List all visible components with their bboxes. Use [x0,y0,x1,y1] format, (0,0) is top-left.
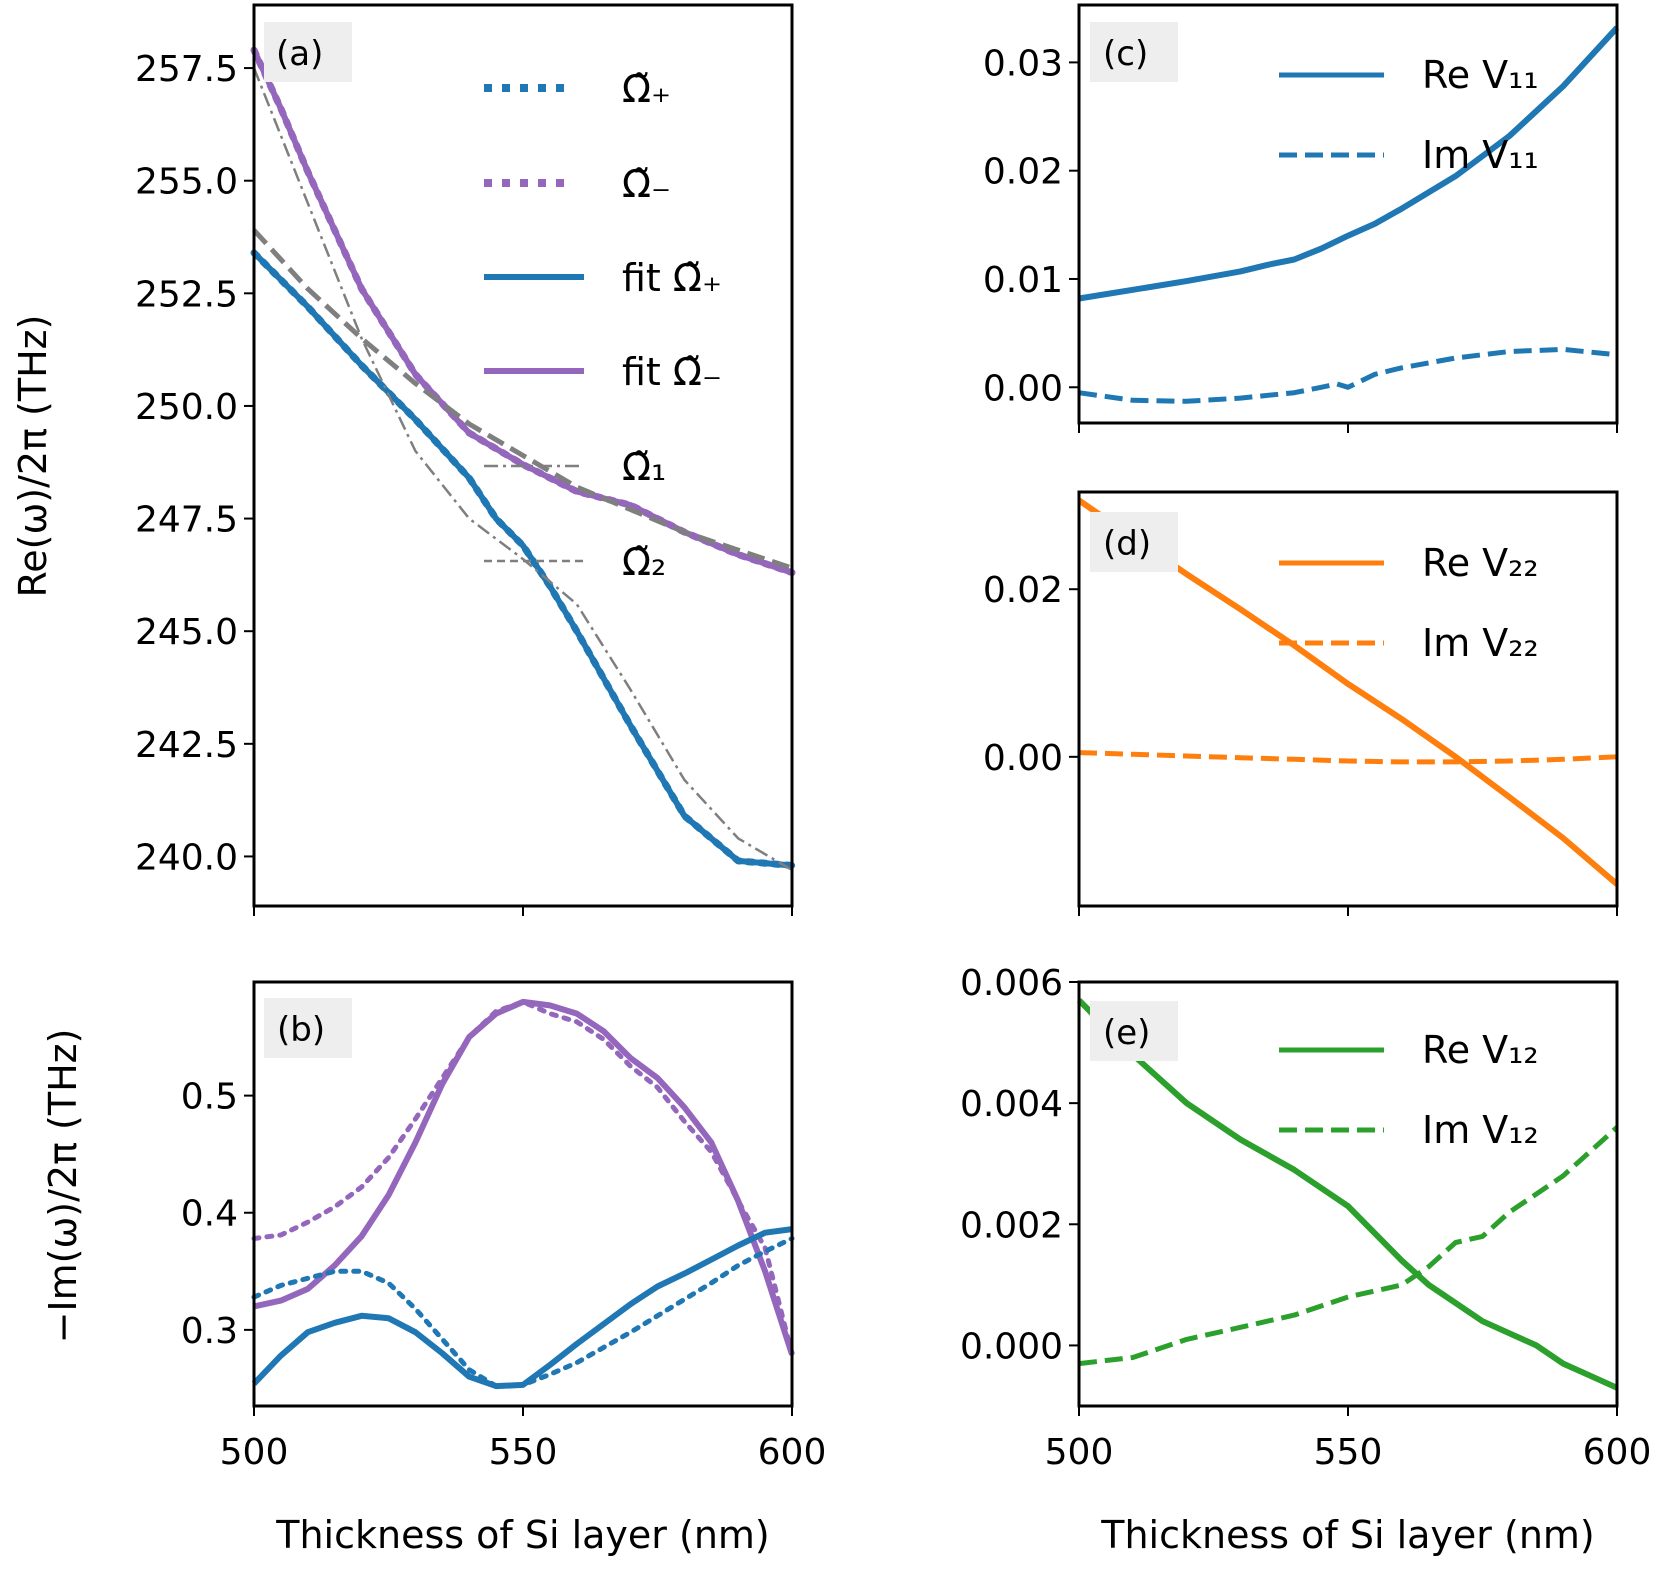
series-c-1 [1078,346,1618,404]
panel-d-label-box [1090,512,1178,572]
ytick-label-c: 0.00 [983,368,1063,409]
xtick-label-e: 500 [1045,1432,1114,1473]
panel-d-legend: Re V₂₂ Im V₂₂ [1279,541,1539,665]
series-a-3 [251,48,793,576]
panel-e-marks [1076,998,1619,1391]
legend-im-v22: Im V₂₂ [1422,621,1539,665]
series-b-0 [251,999,795,1357]
panel-c-label-box [1090,22,1178,82]
panel-a-ylabel: Re(ω)/2π (THz) [11,315,55,598]
series-d-1 [1078,750,1618,765]
panel-d-label: (d) [1103,524,1151,564]
series-e-1 [1078,1125,1619,1367]
ytick-label-b: 0.5 [181,1077,238,1118]
panel-e-legend: Re V₁₂ Im V₁₂ [1279,1028,1539,1152]
series-e-0 [1076,998,1619,1391]
series-c-0 [1078,25,1620,302]
panel-a-marks [250,46,796,872]
panel-b-xlabel: Thickness of Si layer (nm) [275,1513,770,1557]
panel-c-marks [1078,25,1620,404]
series-a-2 [251,250,793,869]
legend-im-v11: Im V₁₁ [1422,133,1539,177]
panel-c-legend: Re V₁₁ Im V₁₁ [1279,53,1539,177]
panel-b-xticks: 500 550 600 [220,1406,827,1473]
ytick-label-c: 0.01 [983,260,1063,301]
ytick-label-a: 240.0 [135,837,238,878]
panel-a-label-box [264,22,352,82]
panel-b-yticks: 0.3 0.4 0.5 [181,1077,254,1352]
panel-b: (b) 0.30.40.5 500 550 600 −Im(ω)/2π (THz) … [41,980,827,1557]
xtick-label-e: 600 [1583,1432,1652,1473]
panel-c: (c) 0.00 0.01 0.02 0.03 Re V₁₁ Im V₁₁ [983,3,1620,433]
ytick-label-a: 252.5 [135,274,238,315]
ytick-label-d: 0.02 [983,570,1063,611]
series-a-4 [252,67,793,872]
legend-im-v12: Im V₁₂ [1422,1108,1539,1152]
ytick-label-a: 255.0 [135,162,238,203]
series-a-5 [252,228,793,571]
ytick-label-e: 0.002 [960,1205,1063,1246]
ytick-label-e: 0.006 [960,963,1063,1004]
legend-omega-minus: Ω̃₋ [622,162,671,206]
panel-c-yticks: 0.00 0.01 0.02 0.03 [983,43,1079,409]
series-b-1 [253,998,795,1356]
legend-omega-1: Ω̃₁ [622,445,666,489]
panel-a-label: (a) [276,34,323,74]
ytick-label-a: 250.0 [135,387,238,428]
panel-e-xlabel: Thickness of Si layer (nm) [1100,1513,1595,1557]
panel-c-label: (c) [1103,34,1148,74]
panel-d: (d) 0.00 0.02 Re V₂₂ Im V₂₂ [983,490,1619,916]
panel-e-xticks: 500 550 600 [1045,1406,1652,1473]
legend-fit-omega-plus: fit Ω̃₊ [622,256,722,300]
ytick-label-c: 0.03 [983,43,1063,84]
legend-re-v22: Re V₂₂ [1422,541,1539,585]
panel-e-yticks: 0.000 0.002 0.004 0.006 [960,963,1079,1367]
panel-e-label: (e) [1103,1013,1150,1053]
panel-a: (a) 240.0242.5245.0247.5250.0252.5255.02… [11,3,796,916]
xtick-label-e: 550 [1314,1432,1383,1473]
xtick-label-b: 500 [220,1432,289,1473]
legend-fit-omega-minus: fit Ω̃₋ [622,350,722,394]
ytick-label-e: 0.004 [960,1084,1063,1125]
series-b-3 [251,1226,793,1390]
ytick-label-c: 0.02 [983,152,1063,193]
legend-re-v12: Re V₁₂ [1422,1028,1539,1072]
xtick-label-b: 550 [489,1432,558,1473]
panel-b-marks [251,998,795,1390]
panel-b-ylabel: −Im(ω)/2π (THz) [41,1029,85,1344]
ytick-label-b: 0.3 [181,1311,238,1352]
panel-e-label-box [1090,1001,1178,1061]
ytick-label-e: 0.000 [960,1326,1063,1367]
xtick-label-b: 600 [758,1432,827,1473]
panel-b-label-box [264,998,352,1058]
ytick-label-d: 0.00 [983,738,1063,779]
panel-a-legend: Ω̃₊ Ω̃₋ fit Ω̃₊ fit Ω̃₋ Ω̃₁ Ω̃₂ [484,67,722,584]
legend-re-v11: Re V₁₁ [1422,53,1539,97]
ytick-label-a: 242.5 [135,725,238,766]
ytick-label-a: 257.5 [135,49,238,90]
panel-e: (e) 0.000 0.002 0.004 0.006 500 550 600 Thick… [960,963,1651,1557]
ytick-label-a: 245.0 [135,612,238,653]
legend-omega-2: Ω̃₂ [622,540,666,584]
panel-a-yticks: 240.0 242.5 245.0 247.5 250.0 252.5 255.0 257.5 [135,49,254,878]
panel-b-label: (b) [277,1010,325,1050]
legend-omega-plus: Ω̃₊ [622,67,671,111]
ytick-label-a: 247.5 [135,500,238,541]
ytick-label-b: 0.4 [181,1194,238,1235]
panel-d-yticks: 0.00 0.02 [983,570,1079,779]
